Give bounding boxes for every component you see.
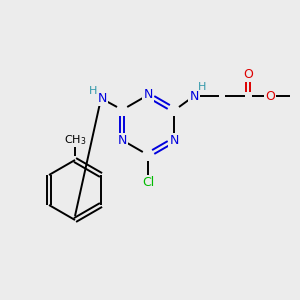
Text: N: N bbox=[117, 134, 127, 146]
Text: CH$_3$: CH$_3$ bbox=[64, 133, 86, 147]
Text: Cl: Cl bbox=[142, 176, 154, 190]
Text: N: N bbox=[97, 92, 107, 104]
Text: N: N bbox=[143, 88, 153, 101]
Text: N: N bbox=[189, 89, 199, 103]
Text: O: O bbox=[265, 89, 275, 103]
Text: H: H bbox=[89, 86, 97, 96]
Text: N: N bbox=[169, 134, 179, 146]
Text: O: O bbox=[243, 68, 253, 80]
Text: H: H bbox=[198, 82, 206, 92]
